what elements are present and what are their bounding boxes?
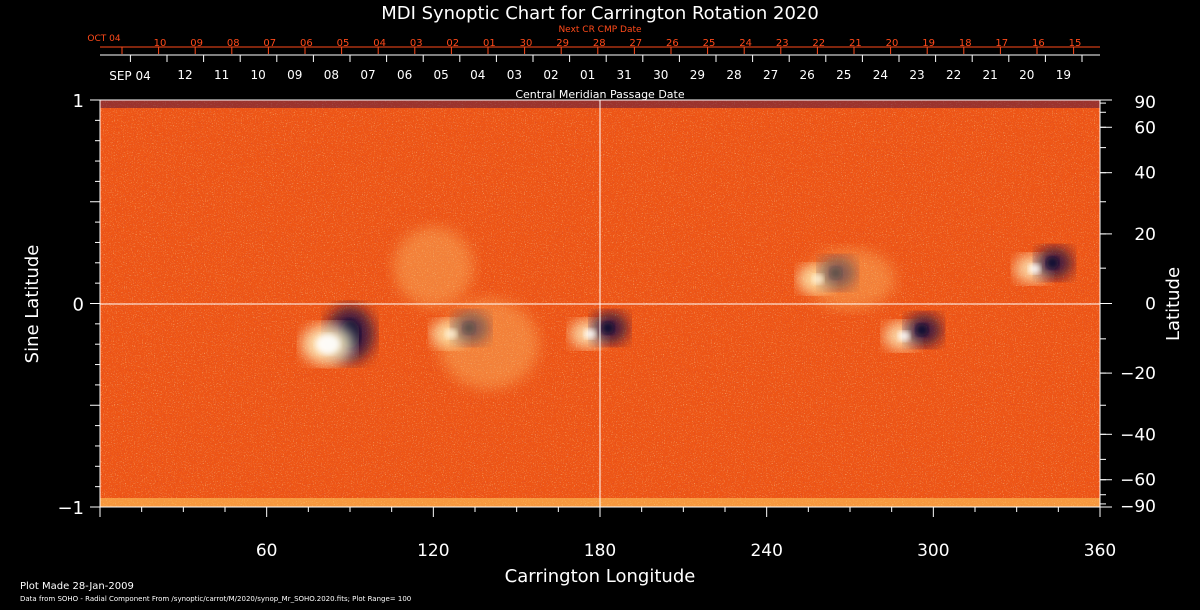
white-date-label: 31 xyxy=(617,68,632,82)
data-source-text: Data from SOHO - Radial Component From /… xyxy=(20,595,411,603)
red-date-label: 05 xyxy=(337,38,350,49)
white-date-label: 22 xyxy=(946,68,961,82)
red-date-label: 24 xyxy=(739,38,752,49)
red-date-label: 06 xyxy=(300,38,313,49)
active-region xyxy=(570,311,628,348)
red-date-label: 29 xyxy=(556,38,569,49)
red-date-label: 28 xyxy=(593,38,606,49)
red-date-label: 02 xyxy=(446,38,459,49)
next-cr-date-axis: 10 09 08 07 06 05 04 03 02 01 30 29 28 27 26 25 24 23 22 21… xyxy=(100,38,1100,54)
white-date-label: 23 xyxy=(909,68,924,82)
x-axis-label: Carrington Longitude xyxy=(505,566,696,587)
white-date-label: 20 xyxy=(1019,68,1034,82)
white-date-label: 10 xyxy=(251,68,266,82)
white-date-label: 19 xyxy=(1056,68,1071,82)
white-date-label: 07 xyxy=(360,68,375,82)
plage-area xyxy=(438,299,539,390)
y-left-tick-label: 0 xyxy=(73,295,84,316)
red-date-label: 15 xyxy=(1069,38,1082,49)
white-date-label: 25 xyxy=(836,68,851,82)
white-date-label: 24 xyxy=(873,68,888,82)
y-right-tick-label: −40 xyxy=(1120,425,1156,445)
y-axis-label-left: Sine Latitude xyxy=(22,245,43,364)
active-region xyxy=(301,324,354,365)
white-date-label: 01 xyxy=(580,68,595,82)
red-date-label: 27 xyxy=(629,38,642,49)
red-date-label: 07 xyxy=(263,38,276,49)
white-date-label: 05 xyxy=(434,68,449,82)
red-date-label: 23 xyxy=(776,38,789,49)
plage-area xyxy=(805,249,895,310)
white-date-label: 11 xyxy=(214,68,229,82)
longitude-axis: 60 120 180 240 300 360 xyxy=(99,507,1116,561)
white-date-label: 21 xyxy=(983,68,998,82)
red-date-label: 20 xyxy=(886,38,899,49)
white-date-label: 28 xyxy=(726,68,741,82)
y-right-tick-label: 0 xyxy=(1145,295,1156,315)
red-date-label: 19 xyxy=(922,38,935,49)
x-tick-label: 360 xyxy=(1084,541,1116,561)
y-left-tick-label: 1 xyxy=(73,91,84,112)
white-date-label: 06 xyxy=(397,68,412,82)
sine-latitude-axis: 1 0 −1 xyxy=(57,91,100,519)
red-date-label: 18 xyxy=(959,38,972,49)
next-cr-axis-label: Next CR CMP Date xyxy=(558,25,642,35)
y-axis-label-right: Latitude xyxy=(1163,267,1184,341)
y-right-tick-label: 90 xyxy=(1134,93,1156,113)
y-right-tick-label: 40 xyxy=(1134,164,1156,184)
y-right-tick-label: −60 xyxy=(1120,471,1156,491)
y-right-tick-label: 20 xyxy=(1134,225,1156,245)
red-date-label: 03 xyxy=(410,38,423,49)
red-date-label: 08 xyxy=(227,38,240,49)
x-tick-label: 120 xyxy=(417,541,449,561)
red-date-label: 09 xyxy=(190,38,203,49)
white-date-label: 09 xyxy=(287,68,302,82)
plot-made-text: Plot Made 28-Jan-2009 xyxy=(20,581,134,592)
y-left-tick-label: −1 xyxy=(57,498,84,519)
latitude-axis: 90 60 40 20 0 −20 −40 −60 −90 xyxy=(1100,93,1156,517)
red-date-label: 01 xyxy=(483,38,496,49)
cmp-date-axis: 12 11 10 09 08 07 06 05 04 03 02 01 31 30 29 28 27 26 25 24… xyxy=(100,54,1100,82)
red-date-label: 10 xyxy=(154,38,167,49)
white-date-label: 27 xyxy=(763,68,778,82)
red-date-label: 17 xyxy=(995,38,1008,49)
red-date-label: 16 xyxy=(1032,38,1045,49)
y-right-tick-label: −90 xyxy=(1120,497,1156,517)
cmp-axis-label: Central Meridian Passage Date xyxy=(515,88,684,101)
cmp-start-label: SEP 04 xyxy=(109,69,151,83)
white-date-label: 04 xyxy=(470,68,485,82)
red-date-label: 26 xyxy=(666,38,679,49)
red-date-label: 04 xyxy=(373,38,386,49)
next-cr-start-label: OCT 04 xyxy=(87,34,120,44)
chart-title: MDI Synoptic Chart for Carrington Rotati… xyxy=(381,3,819,24)
white-date-label: 26 xyxy=(800,68,815,82)
white-date-label: 29 xyxy=(690,68,705,82)
x-tick-label: 300 xyxy=(917,541,949,561)
white-date-label: 12 xyxy=(177,68,192,82)
red-date-label: 21 xyxy=(849,38,862,49)
white-date-label: 08 xyxy=(324,68,339,82)
red-date-label: 25 xyxy=(703,38,716,49)
x-tick-label: 240 xyxy=(750,541,782,561)
x-tick-label: 60 xyxy=(256,541,278,561)
active-region xyxy=(1014,246,1073,283)
y-right-tick-label: −20 xyxy=(1120,364,1156,384)
red-date-label: 22 xyxy=(812,38,825,49)
red-date-label: 30 xyxy=(520,38,533,49)
white-date-label: 03 xyxy=(507,68,522,82)
y-right-tick-label: 60 xyxy=(1134,118,1156,138)
white-date-label: 30 xyxy=(653,68,668,82)
x-tick-label: 180 xyxy=(584,541,616,561)
white-date-label: 02 xyxy=(543,68,558,82)
active-region xyxy=(883,314,942,351)
plage-area xyxy=(393,226,474,307)
